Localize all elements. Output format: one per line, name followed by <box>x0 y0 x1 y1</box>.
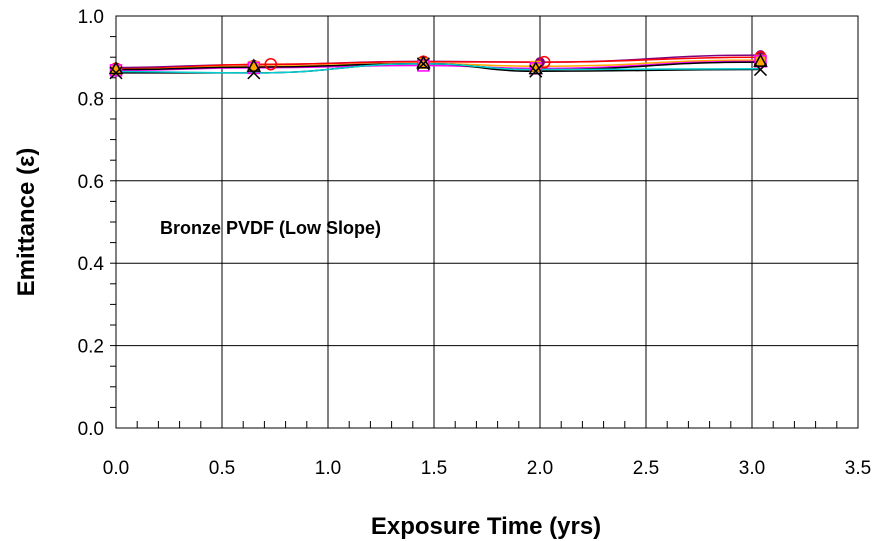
data-point-series-6 <box>247 66 261 80</box>
series-markers <box>108 50 768 80</box>
data-point-series-5 <box>753 53 768 67</box>
x-tick-label: 2.5 <box>633 458 659 479</box>
data-point-series-6 <box>109 66 123 80</box>
x-tick-label: 2.0 <box>527 458 553 479</box>
x-tick-label: 1.5 <box>421 458 447 479</box>
y-tick-label: 0.4 <box>78 254 105 275</box>
data-point-series-6 <box>416 57 430 71</box>
data-point-series-6 <box>753 63 768 77</box>
x-tick-label: 3.0 <box>739 458 765 479</box>
x-axis-title: Exposure Time (yrs) <box>371 513 601 540</box>
data-point-series-5 <box>416 55 431 69</box>
x-tick-label: 0.5 <box>209 458 235 479</box>
plot-area-frame <box>115 15 859 429</box>
x-tick-label: 1.0 <box>315 458 341 479</box>
data-point-series-4 <box>109 64 123 77</box>
minor-ticks <box>110 36 838 428</box>
chart-annotation: Bronze PVDF (Low Slope) <box>160 218 381 238</box>
y-tick-label: 0.8 <box>78 89 104 110</box>
x-tick-labels: 0.0 0.5 1.0 1.5 2.0 2.5 3.0 3.5 <box>103 458 871 479</box>
y-tick-label: 1.0 <box>78 7 104 28</box>
x-tick-label: 0.0 <box>103 458 129 479</box>
y-tick-label: 0.6 <box>78 172 104 193</box>
data-point-series-6 <box>529 64 543 78</box>
y-tick-label: 0.0 <box>78 419 104 440</box>
y-tick-label: 0.2 <box>78 337 104 358</box>
data-point-series-5 <box>246 58 262 72</box>
y-tick-labels: 0.0 0.2 0.4 0.6 0.8 1.0 <box>78 7 105 440</box>
data-point-series-2 <box>264 57 278 71</box>
x-tick-label: 3.5 <box>845 458 871 479</box>
y-axis-title: Emittance (ε) <box>13 148 40 297</box>
